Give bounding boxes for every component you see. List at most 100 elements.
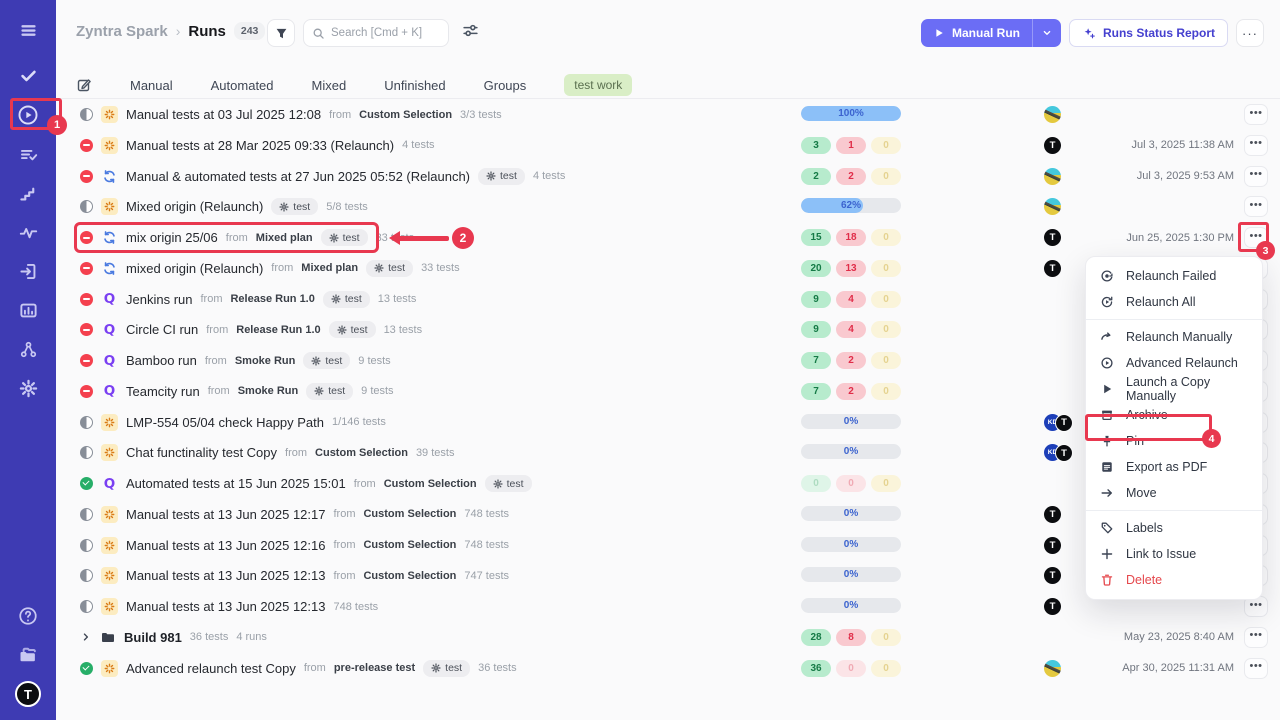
status-in-progress-icon (80, 200, 93, 214)
runs-status-report-button[interactable]: Runs Status Report (1068, 19, 1228, 47)
run-tag-badge: test (303, 352, 351, 369)
skipped-count-chip: 0 (871, 259, 901, 277)
active-filter-pill[interactable]: test work (564, 74, 633, 96)
sidebar-item-check[interactable] (0, 57, 56, 93)
row-more-button[interactable]: ••• (1244, 626, 1268, 648)
context-menu-launch-a-copy-manually[interactable]: Launch a Copy Manually (1086, 375, 1262, 403)
tab-groups[interactable]: Groups (483, 77, 527, 93)
sidebar-item-branch[interactable] (0, 331, 56, 367)
run-row[interactable]: Manual tests at 28 Mar 2025 09:33 (Relau… (56, 130, 1280, 161)
run-title[interactable]: Manual tests at 28 Mar 2025 09:33 (Relau… (126, 137, 395, 153)
run-title[interactable]: Circle CI run (126, 322, 199, 338)
run-row[interactable]: Advanced relaunch test Copy from pre-relea… (56, 653, 1280, 684)
run-title[interactable]: Manual tests at 13 Jun 2025 12:17 (126, 506, 326, 522)
avatar-t: T (1055, 444, 1073, 463)
run-tests-count: 13 tests (383, 323, 423, 336)
run-row[interactable]: Manual tests at 03 Jul 2025 12:08 from Cus… (56, 99, 1280, 130)
breadcrumb-project[interactable]: Zyntra Spark (76, 22, 168, 40)
run-title[interactable]: Manual tests at 13 Jun 2025 12:16 (126, 537, 326, 553)
row-more-button[interactable]: ••• (1244, 196, 1268, 218)
run-title[interactable]: Advanced relaunch test Copy (126, 660, 296, 676)
context-menu-link-to-issue[interactable]: Link to Issue (1086, 541, 1262, 567)
run-row[interactable]: Mixed origin (Relaunch) test 5/8 tests 62% •… (56, 191, 1280, 222)
gear-icon (431, 663, 441, 673)
row-more-button[interactable]: ••• (1244, 134, 1268, 156)
run-title[interactable]: Teamcity run (126, 383, 200, 399)
run-title[interactable]: mix origin 25/06 (126, 230, 218, 245)
sidebar-item-gear[interactable] (0, 370, 56, 406)
group-title[interactable]: Build 981 (124, 629, 182, 645)
run-row[interactable]: Manual & automated tests at 27 Jun 2025 … (56, 161, 1280, 192)
context-menu-move[interactable]: Move (1086, 480, 1262, 506)
context-menu-delete[interactable]: Delete (1086, 567, 1262, 593)
run-title[interactable]: mixed origin (Relaunch) (126, 260, 264, 276)
context-menu-relaunch-manually[interactable]: Relaunch Manually (1086, 324, 1262, 350)
sidebar-item-pulse[interactable] (0, 214, 56, 250)
run-row[interactable]: Manual tests at 13 Jun 2025 12:13 748 tes… (56, 591, 1280, 622)
run-title[interactable]: Chat functinality test Copy (126, 445, 278, 461)
run-tests-count: 747 tests (464, 569, 510, 582)
context-menu-relaunch-all[interactable]: Relaunch All (1086, 289, 1262, 315)
filter-button[interactable] (267, 19, 295, 47)
run-date: May 23, 2025 8:40 AM (1123, 631, 1234, 644)
run-row[interactable]: Q Automated tests at 15 Jun 2025 15:01 fro… (56, 468, 1280, 499)
run-tests-count: 39 tests (415, 446, 455, 459)
context-menu-archive[interactable]: Archive (1086, 402, 1262, 428)
tab-unfinished[interactable]: Unfinished (384, 77, 446, 93)
sidebar-item-help[interactable] (0, 598, 56, 634)
row-more-button[interactable]: ••• (1244, 104, 1268, 125)
manual-run-dropdown[interactable] (1031, 19, 1061, 47)
link-issue-icon (1100, 547, 1115, 561)
run-tag-badge: test (366, 259, 414, 277)
avatar-t: T (1044, 567, 1061, 585)
progress-percent: 0% (843, 600, 859, 611)
context-menu-relaunch-failed[interactable]: Relaunch Failed (1086, 263, 1262, 289)
sidebar-item-list-check[interactable] (0, 136, 56, 172)
run-row[interactable]: Q Teamcity run from Smoke Run test 9 tests 7 2 0… (56, 376, 1280, 407)
run-title[interactable]: Manual tests at 13 Jun 2025 12:13 (126, 568, 326, 584)
status-in-progress-icon (80, 569, 93, 583)
tab-automated[interactable]: Automated (210, 77, 274, 93)
run-title[interactable]: LMP-554 05/04 check Happy Path (126, 414, 325, 430)
run-title[interactable]: Manual tests at 03 Jul 2025 12:08 (126, 107, 322, 122)
row-more-button[interactable]: ••• (1244, 657, 1268, 679)
group-row[interactable]: Build 981 36 tests 4 runs 28 8 0 May 23, 2025 … (56, 622, 1280, 653)
gear-icon (486, 171, 496, 181)
chevron-right-icon[interactable] (80, 631, 92, 643)
row-more-button[interactable]: ••• (1244, 596, 1268, 617)
manual-run-button[interactable]: Manual Run (920, 19, 1061, 47)
compose-icon[interactable] (76, 77, 92, 93)
header-more-button[interactable]: ··· (1236, 19, 1264, 47)
run-title[interactable]: Manual tests at 13 Jun 2025 12:13 (126, 599, 326, 614)
run-row[interactable]: Chat functinality test Copy from Custom Se… (56, 437, 1280, 468)
sidebar-item-play-circle[interactable] (0, 97, 56, 133)
display-settings-icon[interactable] (462, 22, 479, 44)
sidebar-user-avatar[interactable]: T (0, 676, 56, 712)
sidebar-item-menu[interactable] (0, 12, 56, 48)
sidebar-item-signin[interactable] (0, 253, 56, 289)
archive-icon (1100, 408, 1115, 422)
tab-mixed[interactable]: Mixed (311, 77, 347, 93)
run-title[interactable]: Bamboo run (126, 353, 197, 368)
run-result-chips: 20 13 0 (801, 259, 901, 277)
tab-manual[interactable]: Manual (130, 77, 173, 93)
sidebar-item-chart[interactable] (0, 292, 56, 328)
run-tests-count: 33 tests (421, 262, 460, 275)
run-title[interactable]: Mixed origin (Relaunch) (126, 199, 264, 215)
run-title[interactable]: Jenkins run (126, 291, 193, 307)
row-more-button[interactable]: ••• (1244, 165, 1268, 187)
search-input[interactable] (331, 27, 440, 39)
sidebar-item-steps[interactable] (0, 175, 56, 211)
run-title[interactable]: Automated tests at 15 Jun 2025 15:01 (126, 476, 346, 491)
signin-icon (19, 262, 38, 281)
automated-run-type-icon: Q (103, 383, 116, 400)
context-menu-labels[interactable]: Labels (1086, 515, 1262, 541)
run-title[interactable]: Manual & automated tests at 27 Jun 2025 … (126, 168, 470, 184)
context-menu-export-as-pdf[interactable]: Export as PDF (1086, 454, 1262, 480)
sidebar-item-folders[interactable] (0, 637, 56, 673)
context-menu-advanced-relaunch[interactable]: Advanced Relaunch (1086, 350, 1262, 376)
context-menu-pin[interactable]: Pin (1086, 428, 1262, 454)
